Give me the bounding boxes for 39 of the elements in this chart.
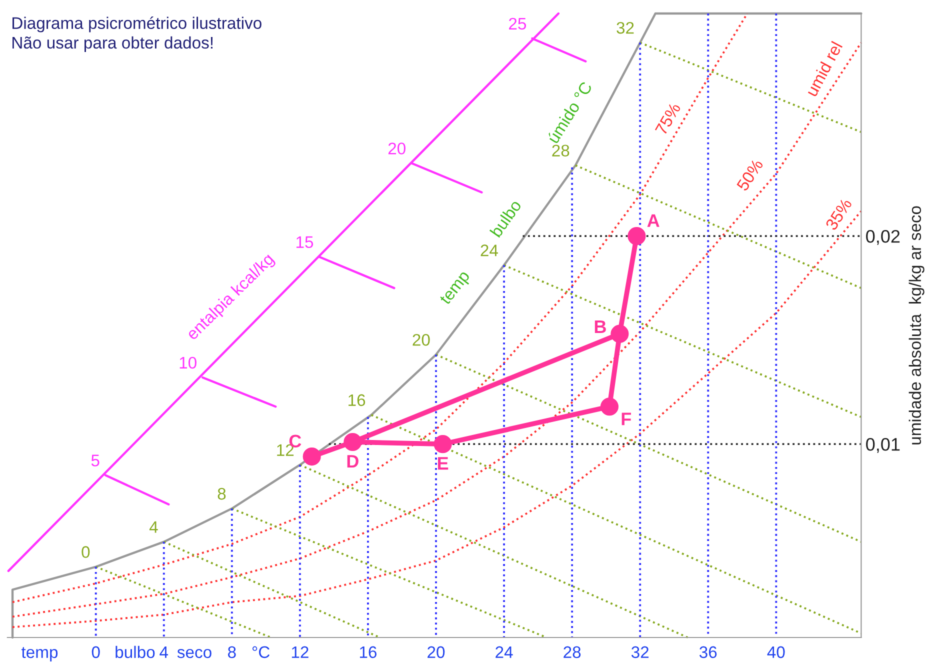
series-label: 16 — [348, 394, 366, 406]
x-tick-label: 16 — [360, 646, 377, 658]
series-label: 15 — [296, 236, 314, 248]
y-axis-title: umidade absoluta kg/kg ar seco — [908, 206, 924, 444]
chart-title: Diagrama psicrométrico ilustrativo — [12, 16, 262, 32]
series-label: 0 — [82, 546, 90, 558]
series-label: 20 — [412, 334, 430, 346]
x-tick-label: 12 — [292, 646, 308, 658]
x-tick-label: temp — [21, 647, 58, 662]
x-tick-label: seco — [177, 648, 212, 658]
series-label: 10 — [180, 356, 196, 369]
y-tick-label: 0,01 — [866, 438, 900, 453]
series-label: 8 — [218, 488, 226, 500]
annotation: umid rel — [805, 40, 843, 97]
series-label: 28 — [552, 144, 570, 156]
x-tick-label: bulbo — [116, 646, 155, 658]
x-tick-label: 28 — [564, 646, 581, 658]
annotation: E — [438, 457, 448, 470]
x-tick-label: 24 — [496, 646, 513, 658]
text: Não usar para obter dados! — [12, 36, 213, 52]
y-tick-label: 0,02 — [866, 230, 900, 245]
series-label: 32 — [616, 22, 634, 34]
series-label: 4 — [149, 521, 158, 533]
x-tick-label: 0 — [92, 646, 100, 658]
x-tick-label: 20 — [428, 646, 445, 658]
x-tick-label: 8 — [228, 646, 236, 658]
x-tick-label: °C — [252, 646, 270, 658]
series-label: 5 — [91, 454, 100, 466]
annotation: A — [647, 214, 660, 227]
annotation: B — [594, 320, 606, 333]
annotation: D — [347, 455, 358, 468]
x-tick-label: 36 — [699, 646, 717, 658]
x-tick-label: 40 — [767, 646, 785, 658]
series-label: 25 — [509, 18, 526, 30]
x-tick-label: 32 — [631, 646, 649, 658]
series-label: 24 — [480, 244, 498, 256]
annotation: F — [622, 412, 631, 426]
series-label: 20 — [388, 142, 406, 154]
x-tick-label: 4 — [160, 646, 168, 658]
